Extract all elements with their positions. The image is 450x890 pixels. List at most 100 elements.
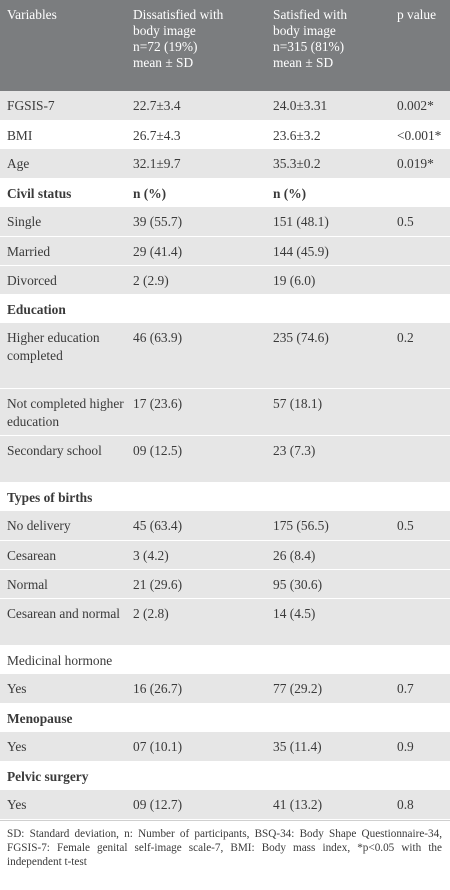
p-value [391,388,450,436]
dissatisfied-value: 29 (41.4) [127,236,267,266]
section-row: Civil status n (%) n (%) [0,178,450,207]
table-row: Single 39 (55.7) 151 (48.1) 0.5 [0,207,450,237]
satisfied-value [267,294,391,323]
section-row: Pelvic surgery [0,761,450,790]
header-satisfied-line: n=315 (81%) [273,39,345,54]
p-value [391,435,450,483]
satisfied-value: 95 (30.6) [267,569,391,599]
row-label: Types of births [7,489,93,505]
dissatisfied-value [127,482,267,511]
p-value: 0.8 [391,790,450,820]
satisfied-value: 144 (45.9) [267,236,391,266]
satisfied-value: 77 (29.2) [267,674,391,704]
p-value: 0.2 [391,323,450,389]
header-variables: Variables [0,0,127,91]
dissatisfied-value: 32.1±9.7 [127,149,267,179]
p-value: 0.002* [391,91,450,121]
satisfied-value [267,482,391,511]
header-satisfied-line: body image [273,23,336,38]
dissatisfied-value: 21 (29.6) [127,569,267,599]
dissatisfied-value: 39 (55.7) [127,207,267,237]
header-dissatisfied: Dissatisfied with body image n=72 (19%) … [127,0,267,91]
satisfied-value: 57 (18.1) [267,388,391,436]
row-label: Education [7,301,66,317]
row-label: Single [0,207,127,237]
row-label: Pelvic surgery [7,768,89,784]
satisfied-value: 41 (13.2) [267,790,391,820]
dissatisfied-value: 09 (12.7) [127,790,267,820]
row-label: Not completed higher education [0,388,127,436]
row-label: Civil status [7,185,72,201]
header-dissatisfied-line: body image [133,23,196,38]
dissatisfied-value: 16 (26.7) [127,674,267,704]
p-value [391,645,450,674]
results-table: Variables Dissatisfied with body image n… [0,0,450,820]
table-row: BMI 26.7±4.3 23.6±3.2 <0.001* [0,120,450,149]
table-row: Married 29 (41.4) 144 (45.9) [0,236,450,266]
table-body: FGSIS-7 22.7±3.4 24.0±3.31 0.002* BMI 26.7±4.… [0,91,450,820]
satisfied-value [267,703,391,732]
satisfied-value [267,645,391,674]
p-value: 0.019* [391,149,450,179]
row-label: BMI [7,127,33,143]
p-value [391,178,450,207]
row-label: Menopause [7,710,73,726]
p-value: <0.001* [397,127,442,143]
table-row: Secondary school 09 (12.5) 23 (7.3) [0,435,450,483]
header-satisfied-line: mean ± SD [273,55,334,70]
row-label: Medicinal hormone [7,652,113,668]
section-row: Types of births [0,482,450,511]
header-satisfied: Satisfied with body image n=315 (81%) me… [267,0,391,91]
row-label: Cesarean [0,540,127,570]
dissatisfied-value [127,703,267,732]
row-label: Divorced [0,265,127,295]
satisfied-value: 23 (7.3) [267,435,391,483]
row-label: Secondary school [0,435,127,483]
table-row: Not completed higher education 17 (23.6) 5… [0,388,450,436]
p-value [391,482,450,511]
satisfied-value: 23.6±3.2 [273,127,321,143]
row-label: Higher education completed [0,323,127,389]
p-value: 0.5 [391,207,450,237]
p-value [391,540,450,570]
table-row: Normal 21 (29.6) 95 (30.6) [0,569,450,599]
satisfied-value: 151 (48.1) [267,207,391,237]
satisfied-value: 24.0±3.31 [267,91,391,121]
row-label: Yes [0,674,127,704]
satisfied-value [267,761,391,790]
dissatisfied-value: n (%) [133,185,167,201]
satisfied-value: 175 (56.5) [267,511,391,541]
row-label: Yes [0,732,127,762]
row-label: Yes [0,790,127,820]
satisfied-value: 19 (6.0) [267,265,391,295]
satisfied-value: 35.3±0.2 [267,149,391,179]
p-value [391,236,450,266]
dissatisfied-value: 2 (2.9) [127,265,267,295]
p-value: 0.7 [391,674,450,704]
dissatisfied-value: 17 (23.6) [127,388,267,436]
table-row: Divorced 2 (2.9) 19 (6.0) [0,265,450,295]
table-row: Higher education completed 46 (63.9) 235 (… [0,323,450,389]
dissatisfied-value: 3 (4.2) [127,540,267,570]
row-label: Normal [0,569,127,599]
table-row: Cesarean 3 (4.2) 26 (8.4) [0,540,450,570]
header-dissatisfied-line: n=72 (19%) [133,39,198,54]
table-row: Yes 16 (26.7) 77 (29.2) 0.7 [0,674,450,704]
satisfied-value: 26 (8.4) [267,540,391,570]
p-value: 0.9 [391,732,450,762]
table-row: Cesarean and normal 2 (2.8) 14 (4.5) [0,598,450,646]
header-satisfied-line: Satisfied with [273,7,348,22]
table-footnote: SD: Standard deviation, n: Number of par… [0,819,450,887]
dissatisfied-value: 07 (10.1) [127,732,267,762]
satisfied-value: 235 (74.6) [267,323,391,389]
dissatisfied-value [127,294,267,323]
dissatisfied-value: 2 (2.8) [127,598,267,646]
dissatisfied-value: 26.7±4.3 [133,127,181,143]
p-value [391,703,450,732]
row-label: Cesarean and normal [0,598,127,646]
dissatisfied-value: 09 (12.5) [127,435,267,483]
section-row: Medicinal hormone [0,645,450,674]
table-row: Age 32.1±9.7 35.3±0.2 0.019* [0,149,450,179]
p-value [391,265,450,295]
row-label: FGSIS-7 [0,91,127,121]
